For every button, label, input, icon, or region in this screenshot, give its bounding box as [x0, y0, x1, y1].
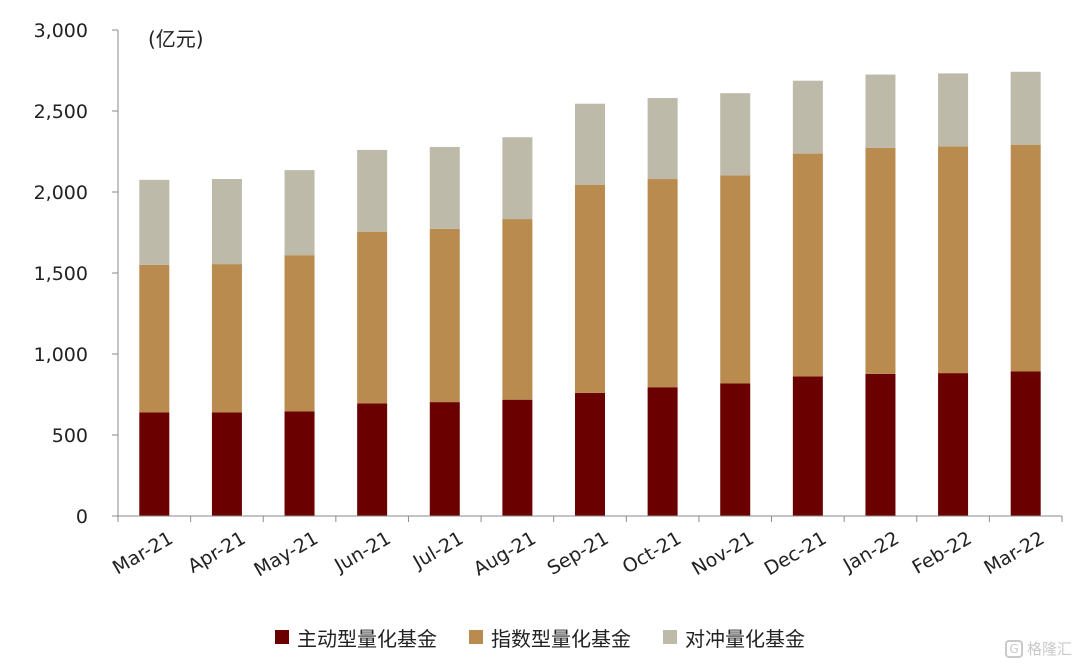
bar-segment	[792, 153, 823, 377]
y-tick-label: 0	[76, 506, 88, 528]
x-tick-label: Sep-21	[544, 527, 613, 579]
y-tick-label: 2,500	[34, 101, 88, 123]
legend-swatch-index	[469, 630, 483, 644]
bar-segment	[865, 147, 896, 374]
x-tick-label: Oct-21	[619, 527, 685, 578]
bar-segment	[284, 170, 315, 256]
bar-segment	[139, 264, 170, 413]
legend-label-hedge: 对冲量化基金	[685, 626, 805, 651]
legend-swatch-hedge	[663, 630, 677, 644]
x-tick-label: Mar-21	[109, 527, 177, 579]
bar-segment	[720, 93, 751, 176]
bar-segment	[284, 411, 315, 516]
x-tick-label: May-21	[250, 527, 322, 581]
bar-segment	[284, 255, 315, 412]
bar-segment	[1010, 71, 1041, 145]
x-tick-label: Nov-21	[688, 527, 758, 580]
x-tick-label: Mar-22	[980, 527, 1048, 579]
x-tick-label: Jul-21	[409, 527, 468, 574]
bar-segment	[211, 264, 242, 413]
bar-segment	[211, 412, 242, 516]
bar-segment	[139, 412, 170, 516]
x-tick-label: Apr-21	[184, 527, 249, 577]
bar-segment	[792, 376, 823, 516]
bar-segment	[429, 228, 460, 403]
bar-segment	[647, 98, 678, 180]
legend-item-active: 主动型量化基金	[275, 623, 437, 652]
bar-segment	[211, 179, 242, 265]
bar-segment	[429, 402, 460, 516]
x-tick-label: Jun-21	[330, 527, 394, 577]
bar-segment	[647, 387, 678, 516]
bar-segment	[865, 373, 896, 516]
legend-label-index: 指数型量化基金	[491, 626, 631, 651]
bar-segment	[139, 179, 170, 265]
x-axis: Mar-21 Apr-21 May-21 Jun-21 Jul-21 Aug-21 Sep-…	[109, 515, 1063, 581]
x-tick-label: Feb-22	[909, 527, 976, 578]
bar-segment	[647, 179, 678, 388]
bar-segment	[575, 103, 605, 185]
y-tick-label: 1,500	[34, 263, 88, 285]
x-tick-label: Dec-21	[761, 527, 831, 580]
bars	[139, 71, 1041, 516]
y-tick-label: 500	[52, 425, 88, 447]
watermark: G 格隆汇	[1004, 638, 1072, 659]
bar-segment	[938, 73, 969, 147]
bar-segment	[720, 175, 751, 384]
bar-segment	[357, 149, 388, 232]
bar-segment	[792, 80, 823, 154]
bar-segment	[575, 392, 605, 516]
bar-segment	[1010, 371, 1041, 516]
y-axis: 0 500 1,000 1,500 2,000 2,500 3,000	[34, 20, 119, 528]
legend: 主动型量化基金 指数型量化基金 对冲量化基金	[0, 620, 1080, 654]
bar-segment	[938, 373, 969, 516]
y-tick-label: 2,000	[34, 182, 88, 204]
bar-segment	[938, 146, 969, 374]
unit-label: (亿元)	[148, 27, 204, 51]
bar-segment	[357, 231, 388, 404]
y-tick-label: 3,000	[34, 20, 88, 42]
bar-segment	[502, 219, 533, 400]
y-tick-label: 1,000	[34, 344, 88, 366]
x-tick-label: Jan-22	[839, 527, 903, 577]
bar-segment	[357, 403, 388, 516]
bar-segment	[502, 137, 533, 220]
bar-segment	[865, 74, 896, 148]
watermark-text: 格隆汇	[1026, 640, 1072, 658]
bar-segment	[720, 383, 751, 516]
x-tick-label: Aug-21	[470, 527, 540, 580]
bar-segment	[575, 184, 605, 393]
bar-segment	[502, 399, 533, 516]
bar-segment	[429, 146, 460, 229]
stacked-bar-chart: 0 500 1,000 1,500 2,000 2,500 3,000 Mar-21 Apr-…	[34, 20, 1063, 581]
watermark-logo-icon: G	[1004, 639, 1023, 658]
legend-label-active: 主动型量化基金	[297, 626, 437, 651]
legend-item-index: 指数型量化基金	[469, 623, 631, 652]
legend-item-hedge: 对冲量化基金	[663, 623, 805, 652]
legend-swatch-active	[275, 630, 289, 644]
bar-segment	[1010, 144, 1041, 372]
